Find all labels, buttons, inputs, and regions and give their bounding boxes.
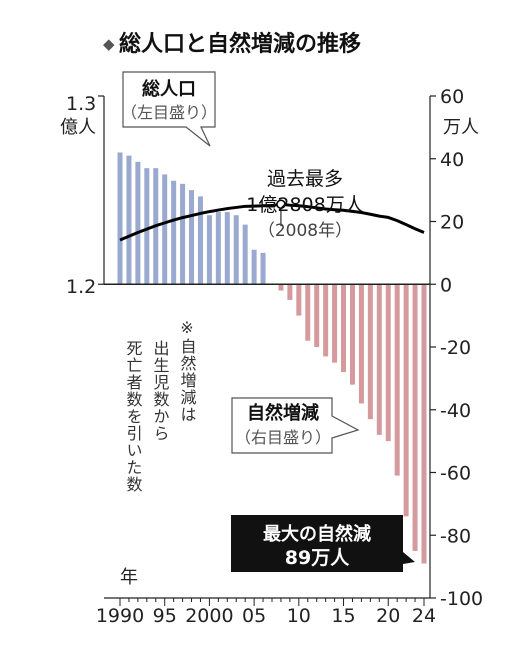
x-tick-label: 05 <box>242 605 266 627</box>
natural-change-bar <box>197 196 203 285</box>
natural-change-bar <box>421 284 427 564</box>
natural-change-bar <box>332 284 338 363</box>
natural-change-bar <box>260 252 266 285</box>
peak-label-line2: 1億2808万人 <box>246 194 363 216</box>
right-axis-unit: 万人 <box>443 117 479 138</box>
natural-change-bar <box>412 284 418 551</box>
natural-change-bar <box>349 284 355 385</box>
natural-change-bar <box>224 212 230 285</box>
natural-change-bar <box>215 212 221 285</box>
natural-change-bar <box>180 183 186 285</box>
right-tick-label: -40 <box>440 400 471 422</box>
natural-change-bar <box>117 152 123 285</box>
left-tick-label: 1.3 <box>66 93 96 115</box>
natural-change-bar <box>403 284 409 517</box>
right-axis-ticks: 60 40 20 0 -20 -40 -60 -80 -100 <box>430 86 483 610</box>
natural-change-bar <box>171 180 177 285</box>
natural-change-callout: 自然増減 （右目盛り） <box>231 397 360 454</box>
right-tick-label: 40 <box>440 149 464 171</box>
natural-change-bar <box>385 284 391 442</box>
callout-title: 総人口 <box>142 78 196 100</box>
right-tick-label: 0 <box>440 274 452 296</box>
right-tick-label: -20 <box>440 337 471 359</box>
natural-change-bar <box>251 249 257 285</box>
natural-change-bar <box>135 161 141 285</box>
peak-label-line1: 過去最多 <box>267 168 343 190</box>
callout-subtitle: （左目盛り） <box>121 103 217 122</box>
right-tick-label: 20 <box>440 212 464 234</box>
note-line: ※自然増減は <box>178 318 197 423</box>
x-tick-label: 95 <box>153 605 177 627</box>
natural-change-bar <box>242 224 248 285</box>
chart-title: 総人口と自然増減の推移 <box>119 31 361 57</box>
x-tick-label: 1990 <box>96 605 144 627</box>
right-tick-label: -80 <box>440 525 471 547</box>
natural-change-bar <box>287 284 293 300</box>
natural-change-bar <box>358 284 364 404</box>
callout-subtitle: （右目盛り） <box>235 428 331 447</box>
natural-change-bar <box>233 215 239 285</box>
right-tick-label: 60 <box>440 86 464 108</box>
peak-label: 過去最多 1億2808万人 （2008年） <box>246 168 363 241</box>
x-tick-label: 2000 <box>185 605 233 627</box>
total-population-line <box>119 202 425 242</box>
natural-change-bar <box>376 284 382 435</box>
natural-change-bar <box>278 284 284 291</box>
left-tick-label: 1.2 <box>66 276 96 298</box>
x-tick-label: 15 <box>331 605 355 627</box>
callout-line2: 89万人 <box>285 547 350 569</box>
callout-line1: 最大の自然減 <box>263 523 371 545</box>
natural-change-bar <box>323 284 329 357</box>
natural-change-bar <box>394 284 400 476</box>
left-axis-unit: 億人 <box>60 117 96 138</box>
right-tick-label: -100 <box>440 588 483 610</box>
natural-change-bar <box>305 284 311 341</box>
note-line: 死亡者数を引いた数 <box>124 340 143 493</box>
x-axis-label: 年 <box>120 567 138 588</box>
natural-change-bar <box>341 284 347 373</box>
note: ※自然増減は 出生児数から 死亡者数を引いた数 <box>124 318 197 493</box>
total-population-callout: 総人口 （左目盛り） <box>121 71 217 147</box>
max-decrease-callout: 最大の自然減 89万人 <box>231 515 415 572</box>
natural-change-bar <box>296 284 302 316</box>
x-tick-label: 24 <box>412 605 436 627</box>
callout-title: 自然増減 <box>247 402 319 424</box>
natural-change-bar <box>189 190 195 285</box>
natural-change-bar <box>126 155 132 285</box>
natural-change-bars <box>117 152 427 564</box>
x-axis-ticks: 1990 95 2000 05 10 15 20 24 <box>96 598 436 627</box>
title-marker: ◆ <box>103 35 115 53</box>
natural-change-bar <box>367 284 373 420</box>
axes <box>98 95 431 599</box>
x-tick-label: 10 <box>287 605 311 627</box>
natural-change-bar <box>162 174 168 285</box>
natural-change-bar <box>206 215 212 285</box>
peak-label-line3: （2008年） <box>258 221 352 241</box>
right-tick-label: -60 <box>440 463 471 485</box>
note-line: 出生児数から <box>151 340 170 442</box>
natural-change-bar <box>314 284 320 347</box>
natural-change-bar <box>144 168 150 285</box>
x-tick-label: 20 <box>376 605 400 627</box>
